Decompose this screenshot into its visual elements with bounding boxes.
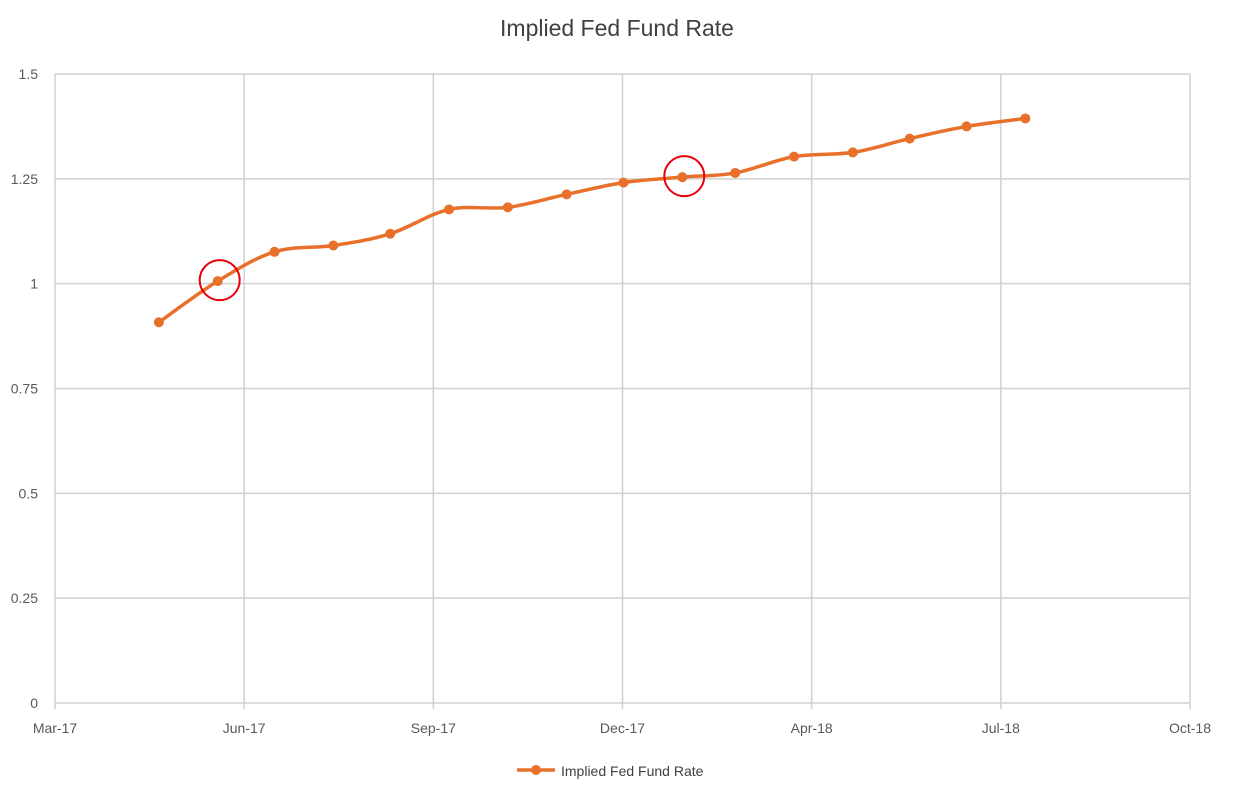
data-point (789, 151, 800, 162)
data-point (212, 276, 223, 287)
chart-title: Implied Fed Fund Rate (500, 15, 734, 41)
data-point (904, 133, 915, 144)
data-point (328, 240, 339, 251)
highlight-circle (198, 259, 241, 302)
data-point (847, 147, 858, 158)
data-point (561, 189, 572, 200)
y-tick-label: 1 (30, 276, 38, 292)
x-tick-label: Apr-18 (791, 720, 833, 736)
y-tick-label: 1.25 (11, 171, 38, 187)
data-point (730, 167, 741, 178)
legend-marker-icon (531, 765, 541, 775)
x-axis-ticks: Mar-17 Jun-17 Sep-17 Dec-17 Apr-18 Jul-18 Oct-… (33, 720, 1211, 736)
legend: Implied Fed Fund Rate (517, 763, 704, 779)
highlight-circle (663, 155, 706, 198)
data-point (502, 202, 513, 213)
series-line (157, 116, 1028, 324)
x-tick-label: Mar-17 (33, 720, 78, 736)
y-tick-label: 1.5 (19, 66, 39, 82)
data-point (153, 317, 164, 328)
data-point (269, 246, 280, 257)
y-tick-label: 0.75 (11, 381, 38, 397)
data-point (677, 172, 688, 183)
x-tick-label: Sep-17 (411, 720, 456, 736)
x-tick-label: Jun-17 (223, 720, 266, 736)
series-implied-fed-fund-rate (153, 113, 1031, 328)
annotations (198, 155, 706, 302)
data-point (618, 177, 629, 188)
x-tick-label: Oct-18 (1169, 720, 1211, 736)
x-tick-label: Jul-18 (982, 720, 1020, 736)
legend-label: Implied Fed Fund Rate (561, 763, 704, 779)
y-tick-label: 0 (30, 695, 38, 711)
data-point (385, 228, 396, 239)
y-tick-label: 0.5 (19, 485, 39, 501)
data-point (961, 121, 972, 132)
y-tick-label: 0.25 (11, 590, 38, 606)
gridlines (54, 73, 1191, 709)
y-axis-ticks: 0 0.25 0.5 0.75 1 1.25 1.5 (11, 66, 38, 711)
data-point (444, 204, 455, 215)
x-tick-label: Dec-17 (600, 720, 645, 736)
data-point (1020, 113, 1031, 124)
